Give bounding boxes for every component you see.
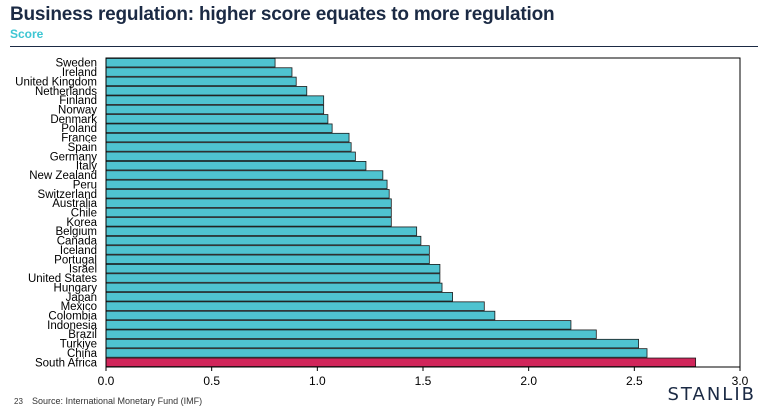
chart-subtitle: Score: [10, 27, 44, 41]
x-tick-label: 0.5: [203, 374, 220, 388]
category-label: Chile: [71, 208, 97, 220]
x-tick-label: 2.5: [626, 374, 643, 388]
brand-logo: STANLIB: [667, 384, 756, 405]
category-label: Poland: [61, 123, 97, 135]
bar-switzerland: [105, 189, 390, 199]
x-ticks-group: 0.0 0.5 1.0 1.5 2.0 2.5 3.0: [98, 367, 749, 388]
bar-south-africa: [105, 357, 697, 368]
bar-belgium: [105, 226, 418, 236]
bar-sweden: [105, 58, 276, 68]
bar-israel: [105, 263, 441, 274]
category-label: Finland: [59, 95, 97, 107]
category-label: Mexico: [61, 301, 97, 313]
bar-chile: [105, 207, 392, 218]
bar-united-kingdom: [105, 76, 297, 87]
bar-brazil: [105, 329, 597, 339]
bar-finland: [105, 95, 325, 105]
category-label: Italy: [76, 161, 97, 173]
category-label: Israel: [69, 264, 97, 276]
category-label: Norway: [58, 105, 97, 117]
bar-new-zealand: [105, 170, 384, 180]
x-tick-label: 1.5: [415, 374, 432, 388]
bar-france: [105, 132, 350, 143]
source-note: Source: International Monetary Fund (IMF…: [32, 396, 203, 406]
category-label: Canada: [57, 236, 98, 248]
category-label: Brazil: [68, 329, 97, 341]
bar-china: [105, 348, 648, 358]
category-label: Indonesia: [47, 320, 97, 332]
bar-indonesia: [105, 320, 572, 330]
category-label: Australia: [52, 198, 97, 210]
plot-frame: [105, 57, 741, 368]
bar-norway: [105, 104, 325, 115]
bar-germany: [105, 151, 356, 161]
category-label: France: [61, 133, 97, 145]
category-label: China: [67, 348, 98, 360]
x-tick-label: 1.0: [309, 374, 326, 388]
category-label: Germany: [50, 151, 98, 163]
bar-peru: [105, 179, 388, 190]
x-tick-label: 0.0: [98, 374, 115, 388]
chart-title: Business regulation: higher score equate…: [10, 4, 555, 25]
bar-italy: [105, 160, 367, 171]
category-label: Netherlands: [35, 86, 97, 98]
bar-canada: [105, 235, 422, 246]
bar-turkiye: [105, 338, 639, 349]
bar-iceland: [105, 245, 430, 255]
bar-mexico: [105, 301, 485, 311]
category-label: Sweden: [55, 58, 97, 70]
category-label: Portugal: [54, 254, 97, 266]
bar-netherlands: [105, 86, 308, 96]
bar-korea: [105, 217, 392, 227]
category-label: Colombia: [48, 311, 97, 323]
bar-colombia: [105, 310, 496, 321]
bar-ireland: [105, 67, 293, 77]
category-label: Peru: [73, 179, 97, 191]
category-label: United States: [28, 273, 97, 285]
category-label: Ireland: [62, 67, 97, 79]
bar-poland: [105, 123, 333, 133]
bar-denmark: [105, 114, 329, 124]
x-tick-label: 3.0: [732, 374, 749, 388]
category-label: Denmark: [50, 114, 97, 126]
bar-united-states: [105, 273, 441, 283]
bar-portugal: [105, 254, 430, 264]
category-label: Korea: [66, 217, 97, 229]
category-label: Hungary: [54, 282, 98, 294]
category-label: Japan: [66, 292, 97, 304]
category-label: South Africa: [35, 357, 98, 369]
x-tick-label: 2.0: [520, 374, 537, 388]
category-label: Iceland: [60, 245, 97, 257]
bar-hungary: [105, 282, 443, 293]
category-label: New Zealand: [29, 170, 97, 182]
category-label: Turkiye: [60, 339, 97, 351]
category-label: United Kingdom: [15, 76, 97, 88]
category-label: Spain: [68, 142, 97, 154]
category-label: Switzerland: [38, 189, 97, 201]
bars-group: [105, 58, 697, 368]
bar-spain: [105, 142, 352, 152]
category-label: Belgium: [55, 226, 97, 238]
bar-australia: [105, 198, 392, 208]
title-divider: [10, 46, 758, 47]
page-number: 23: [14, 397, 23, 406]
bar-japan: [105, 292, 453, 302]
